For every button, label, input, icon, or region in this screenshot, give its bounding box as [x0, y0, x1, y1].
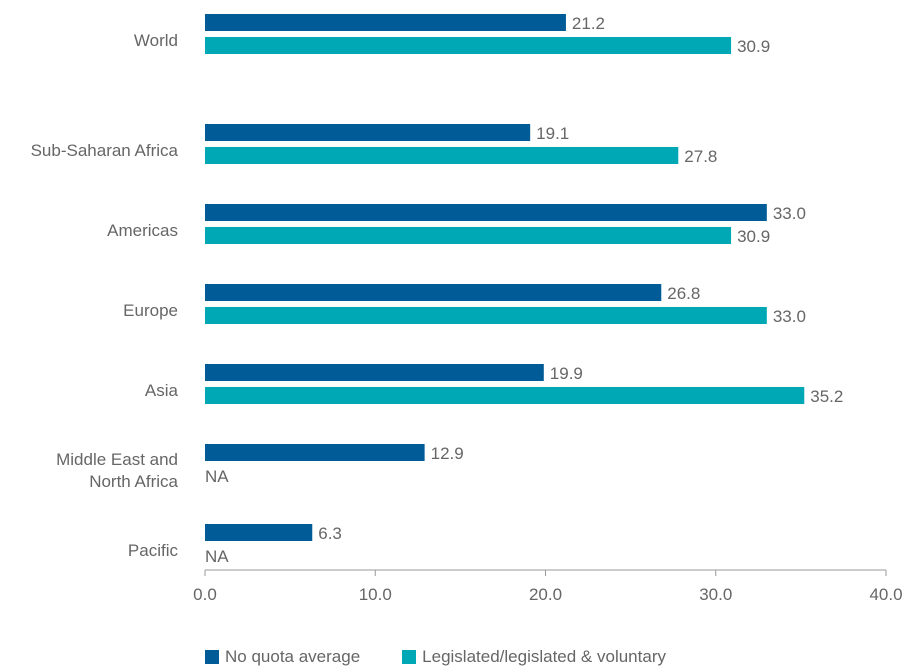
legend-item-no-quota: No quota average	[205, 647, 360, 667]
bar-no-quota	[205, 14, 566, 31]
bar-legislated	[205, 37, 732, 54]
x-tick-label: 30.0	[699, 585, 732, 604]
bar-no-quota	[205, 124, 531, 141]
bar-no-quota	[205, 364, 544, 381]
legend-item-legislated: Legislated/legislated & voluntary	[402, 647, 666, 667]
data-label: 26.8	[667, 284, 700, 303]
bar-legislated	[205, 387, 805, 404]
data-label: NA	[205, 547, 229, 566]
legend-swatch-legislated	[402, 650, 417, 664]
legend-swatch-no-quota	[205, 650, 219, 664]
x-tick-label: 40.0	[869, 585, 902, 604]
x-tick-label: 10.0	[359, 585, 392, 604]
bar-no-quota	[205, 524, 313, 541]
data-label: 30.9	[737, 37, 770, 56]
data-label: 6.3	[318, 524, 342, 543]
data-label: 33.0	[773, 307, 806, 326]
legend-label-legislated: Legislated/legislated & voluntary	[422, 647, 666, 666]
data-label: 19.1	[536, 124, 569, 143]
x-tick-label: 20.0	[529, 585, 562, 604]
legend: No quota average Legislated/legislated &…	[205, 646, 708, 668]
category-label: Middle East and North Africa	[56, 450, 178, 491]
bar-no-quota	[205, 444, 425, 461]
data-label: NA	[205, 467, 229, 486]
data-label: 27.8	[684, 147, 717, 166]
x-tick-label: 0.0	[193, 585, 217, 604]
bar-legislated	[205, 307, 767, 324]
category-label: Europe	[123, 301, 178, 320]
data-label: 21.2	[572, 14, 605, 33]
category-label: Asia	[145, 381, 179, 400]
bar-legislated	[205, 147, 679, 164]
data-label: 12.9	[431, 444, 464, 463]
data-label: 33.0	[773, 204, 806, 223]
category-label: Pacific	[128, 541, 179, 560]
category-label: World	[134, 31, 178, 50]
category-label: Sub-Saharan Africa	[31, 141, 179, 160]
data-label: 30.9	[737, 227, 770, 246]
bar-legislated	[205, 227, 732, 244]
bar-no-quota	[205, 284, 662, 301]
data-label: 19.9	[550, 364, 583, 383]
category-label: Americas	[107, 221, 178, 240]
legend-label-no-quota: No quota average	[225, 647, 361, 666]
data-label: 35.2	[810, 387, 843, 406]
bar-no-quota	[205, 204, 767, 221]
